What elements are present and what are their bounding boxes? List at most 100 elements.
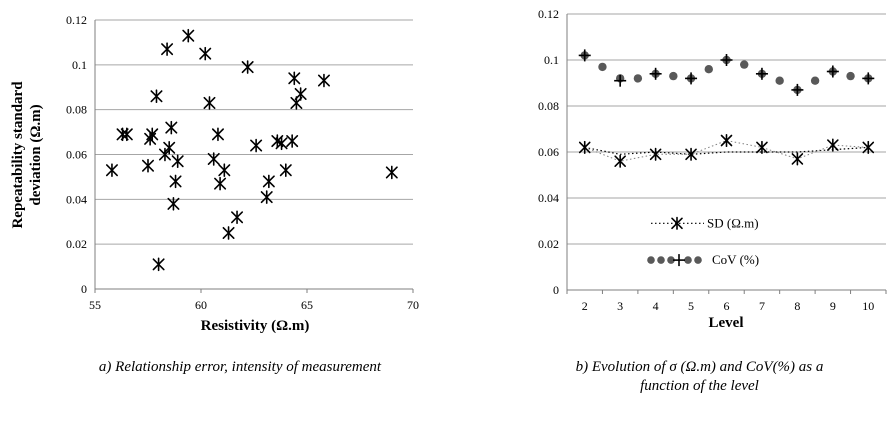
data-point: [203, 96, 216, 110]
cov-dot: [846, 71, 855, 81]
x-axis-title: Resistivity (Ω.m): [201, 318, 310, 334]
legend-sd-marker: [671, 216, 683, 230]
legend-cov-label: CoV (%): [712, 252, 759, 267]
cov-point: [578, 49, 591, 62]
caption-b: b) Evolution of σ (Ω.m) and CoV(%) as a …: [510, 358, 889, 396]
x-tick-label: 65: [301, 298, 313, 312]
sd-trend-line: [584, 146, 869, 155]
cov-point: [649, 67, 662, 80]
caption-b-line1: b) Evolution of σ (Ω.m) and CoV(%) as a: [575, 359, 824, 375]
data-point: [231, 210, 244, 225]
data-point: [218, 163, 231, 177]
cov-dot: [740, 60, 749, 69]
caption-b-line2: function of the level: [640, 378, 759, 394]
x-tick-label: 3: [617, 299, 623, 313]
x-tick-label: 2: [582, 299, 588, 313]
y-tick-label: 0: [553, 283, 559, 297]
x-tick-label: 70: [407, 298, 419, 312]
data-point: [105, 163, 118, 177]
y-tick-label: 0.12: [538, 7, 559, 21]
legend-cov-dot: [647, 256, 655, 264]
legend: SD (Ω.m) CoV (%): [647, 215, 759, 267]
y-tick-label: 0.08: [66, 103, 87, 117]
y-tick-label: 0: [81, 282, 87, 296]
y-tick-label: 0.1: [72, 58, 87, 72]
sd-point: [578, 140, 591, 154]
data-point: [317, 73, 330, 88]
sd-point: [862, 140, 875, 154]
legend-cov-dot: [684, 256, 692, 264]
y-tick-label: 0.04: [538, 191, 559, 205]
data-point: [385, 165, 398, 180]
sd-point: [685, 147, 697, 161]
y-tick-label: 0.08: [538, 99, 559, 113]
x-tick-label: 10: [862, 299, 874, 313]
data-point: [207, 152, 220, 166]
data-point: [163, 140, 176, 155]
legend-cov-dot: [694, 256, 702, 264]
sd-point: [791, 152, 804, 166]
data-point: [250, 138, 263, 153]
cov-dot: [598, 62, 607, 72]
data-point: [161, 42, 174, 56]
cov-point: [614, 74, 627, 87]
data-point: [150, 89, 163, 103]
data-point: [214, 176, 227, 191]
data-point: [167, 197, 180, 211]
cov-dot: [775, 76, 784, 85]
sd-point: [756, 140, 768, 154]
data-point: [152, 257, 165, 272]
sd-point: [720, 133, 733, 148]
x-tick-label: 9: [830, 299, 836, 313]
x-tick-label: 5: [688, 299, 694, 313]
data-point: [241, 60, 254, 74]
y-tick-label: 0.06: [538, 145, 559, 159]
x-axis-title: Level: [709, 315, 744, 331]
y-axis-title-line1: Repeatability standard: [10, 81, 26, 229]
cov-point: [720, 54, 733, 66]
y-tick-label: 0.1: [544, 53, 559, 67]
cov-point: [826, 65, 839, 78]
legend-cov-marker: [673, 254, 685, 267]
cov-dot: [669, 71, 678, 81]
data-point: [279, 163, 292, 177]
data-point: [165, 120, 178, 135]
data-point: [171, 154, 184, 169]
data-point: [222, 226, 235, 240]
y-tick-label: 0.04: [66, 192, 87, 206]
data-point: [199, 46, 212, 61]
cov-point: [755, 67, 768, 80]
x-tick-label: 4: [653, 299, 659, 313]
data-point: [286, 134, 299, 148]
data-point: [260, 190, 273, 204]
sd-point: [827, 138, 839, 152]
data-point: [169, 174, 182, 189]
cov-dot: [810, 76, 820, 85]
cov-dot: [633, 74, 643, 83]
sd-point: [649, 147, 662, 161]
level-line-chart: 0 0.02 0.04 0.06 0.08 0.1 0.12 2 3 4 5 6 7 8 9 10 SD (Ω.…: [538, 7, 887, 331]
legend-cov-dot: [657, 256, 665, 264]
data-point: [275, 136, 288, 151]
data-point: [182, 28, 195, 43]
x-tick-label: 8: [794, 299, 800, 313]
data-point: [120, 127, 133, 142]
y-axis-title-line2: deviation (Ω.m): [28, 104, 44, 205]
data-point: [211, 127, 224, 142]
sd-point: [614, 154, 626, 168]
data-point: [144, 132, 157, 146]
x-tick-label: 7: [759, 299, 765, 313]
data-point: [294, 87, 307, 101]
scatter-chart: 0 0.02 0.04 0.06 0.08 0.1 0.12 55 60 65 70 Resistiv…: [10, 13, 419, 334]
y-tick-label: 0.02: [66, 237, 87, 251]
y-tick-label: 0.12: [66, 13, 87, 27]
caption-a: a) Relationship error, intensity of meas…: [98, 359, 382, 375]
legend-sd-label: SD (Ω.m): [707, 215, 759, 230]
data-point: [262, 174, 275, 189]
x-tick-label: 6: [724, 299, 730, 313]
cov-point: [862, 72, 875, 85]
cov-point: [791, 83, 804, 96]
cov-point: [685, 72, 698, 85]
data-point: [142, 158, 154, 173]
